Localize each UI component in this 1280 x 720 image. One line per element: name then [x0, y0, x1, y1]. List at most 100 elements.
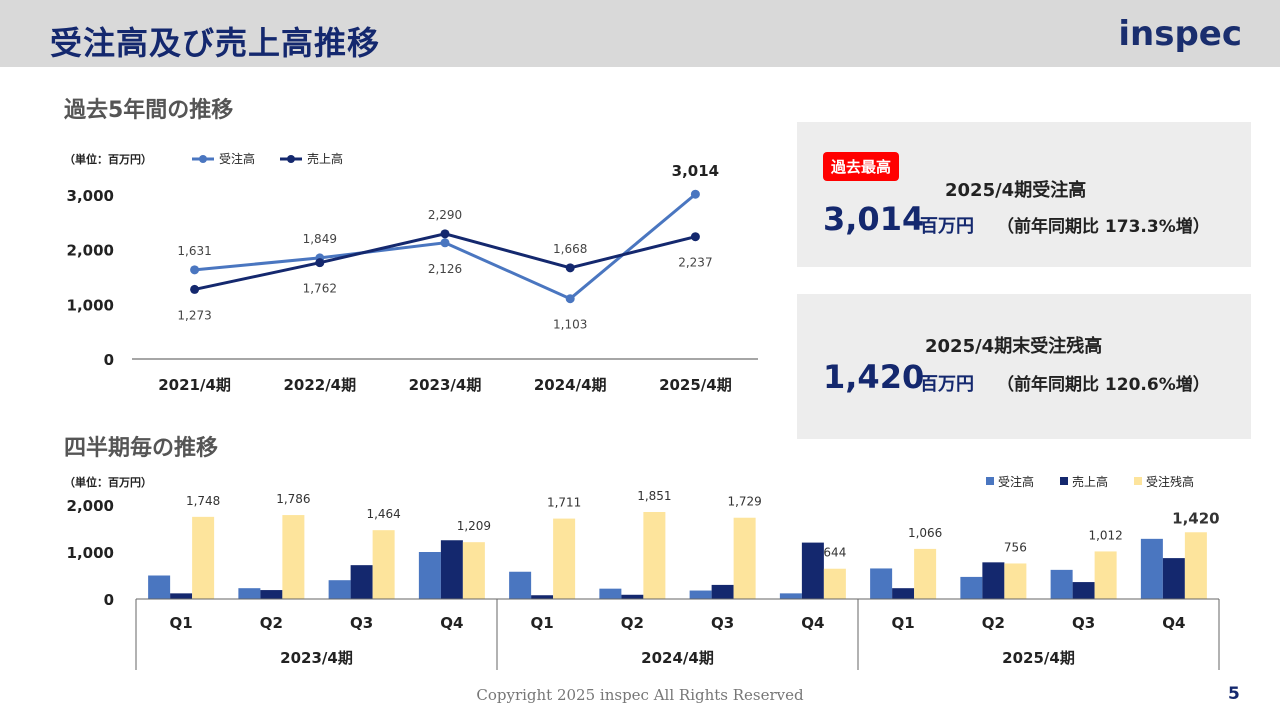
bar-1 — [621, 594, 644, 599]
bar-2 — [733, 517, 756, 599]
bar-2 — [643, 512, 666, 599]
y-tick-label: 3,000 — [67, 187, 114, 205]
backlog-value: 1,420 — [823, 358, 925, 396]
legend-swatch-1 — [1060, 477, 1068, 485]
data-point — [690, 232, 700, 242]
record-high-badge: 過去最高 — [823, 152, 900, 181]
annual-section-title: 過去5年間の推移 — [64, 98, 234, 123]
page-title: 受注高及び売上高推移 — [50, 24, 381, 62]
legend-label-2: 受注残高 — [1146, 474, 1194, 489]
fiscal-year-label: 2023/4期 — [280, 649, 353, 667]
x-tick-label: 2022/4期 — [283, 376, 356, 394]
bar-0 — [418, 552, 441, 599]
copyright-text: Copyright 2025 inspec All Rights Reserve… — [476, 686, 804, 704]
legend-marker-1 — [287, 155, 295, 163]
bar-2 — [1004, 563, 1027, 599]
bar-1 — [892, 588, 915, 599]
data-label: 1,103 — [553, 318, 587, 332]
data-label: 2,126 — [428, 262, 462, 276]
bar-data-label: 1,464 — [366, 507, 400, 521]
legend-marker-0 — [199, 155, 207, 163]
quarter-label: Q3 — [350, 614, 373, 632]
bar-0 — [599, 588, 622, 599]
data-label: 1,849 — [303, 232, 337, 246]
y-tick-label: 0 — [104, 351, 114, 369]
bar-0 — [689, 590, 712, 599]
legend-label-0: 受注高 — [998, 474, 1034, 489]
line-chart-unit-label: （単位：百万円） — [64, 152, 152, 166]
bar-data-label: 1,012 — [1088, 528, 1122, 542]
bar-data-label: 1,066 — [908, 526, 942, 540]
data-point — [565, 294, 575, 304]
x-tick-label: 2025/4期 — [659, 376, 732, 394]
bar-data-label: 1,420 — [1172, 509, 1219, 527]
data-point — [440, 238, 450, 248]
orders-yoy: （前年同期比 173.3%増） — [997, 217, 1210, 237]
page-number: 5 — [1228, 684, 1240, 704]
orders-label: 2025/4期受注高 — [945, 180, 1087, 201]
quarterly-section-title: 四半期毎の推移 — [64, 436, 219, 461]
bar-0 — [328, 580, 351, 599]
bar-1 — [1072, 582, 1095, 599]
backlog-label: 2025/4期末受注残高 — [925, 336, 1103, 357]
bar-0 — [148, 575, 171, 599]
bar-0 — [238, 588, 261, 599]
bar-0 — [1140, 538, 1163, 599]
bar-data-label: 644 — [823, 546, 846, 560]
bar-data-label: 1,851 — [637, 489, 671, 503]
quarter-label: Q1 — [170, 614, 193, 632]
quarterly-bar-chart: （単位：百万円） 受注高 売上高 受注残高 0 1,000 2,000 1,748 1,786 1… — [64, 474, 1220, 670]
data-label: 2,237 — [678, 256, 712, 270]
data-point — [690, 189, 700, 199]
bar-1 — [350, 565, 373, 599]
orders-value: 3,014 — [823, 200, 925, 238]
data-point — [190, 284, 200, 294]
orders-unit: 百万円 — [920, 216, 974, 237]
data-label: 3,014 — [672, 162, 719, 180]
bar-0 — [779, 593, 802, 599]
bar-1 — [260, 590, 283, 599]
bar-2 — [462, 542, 485, 599]
bar-1 — [440, 540, 463, 599]
quarter-label: Q3 — [1072, 614, 1095, 632]
bar-1 — [711, 584, 734, 599]
bar-0 — [960, 576, 983, 599]
bar-data-label: 1,748 — [186, 494, 220, 508]
bar-2 — [823, 568, 846, 599]
legend-label-0: 受注高 — [219, 151, 255, 166]
bar-data-label: 756 — [1004, 540, 1027, 554]
y-tick-label: 1,000 — [67, 296, 114, 314]
y-tick-label: 2,000 — [67, 242, 114, 260]
x-tick-label: 2024/4期 — [534, 376, 607, 394]
quarter-label: Q1 — [892, 614, 915, 632]
quarter-label: Q2 — [982, 614, 1005, 632]
quarter-label: Q2 — [621, 614, 644, 632]
bar-1 — [170, 593, 193, 599]
bar-data-label: 1,729 — [727, 495, 761, 509]
quarter-label: Q4 — [1162, 614, 1185, 632]
data-label: 1,631 — [177, 244, 211, 258]
bar-data-label: 1,209 — [457, 519, 491, 533]
bar-1 — [982, 562, 1005, 599]
bar-1 — [531, 595, 554, 599]
bar-2 — [914, 548, 937, 599]
quarter-label: Q3 — [711, 614, 734, 632]
bar-0 — [509, 571, 532, 599]
fiscal-year-label: 2024/4期 — [641, 649, 714, 667]
data-label: 1,668 — [553, 242, 587, 256]
bar-2 — [1184, 532, 1207, 599]
bar-2 — [372, 530, 395, 599]
data-label: 1,762 — [303, 282, 337, 296]
data-point — [315, 258, 325, 268]
orders-highlight-box: 過去最高 2025/4期受注高 3,014 百万円 （前年同期比 173.3%増… — [797, 122, 1251, 267]
bar-0 — [870, 568, 893, 599]
data-point — [440, 229, 450, 239]
bar-2 — [282, 515, 305, 599]
header-bar — [0, 0, 1280, 67]
backlog-unit: 百万円 — [920, 374, 974, 395]
bar-data-label: 1,711 — [547, 496, 581, 510]
data-point — [565, 263, 575, 273]
bar-2 — [1094, 551, 1117, 599]
legend-swatch-0 — [986, 477, 994, 485]
bar-2 — [192, 516, 215, 599]
